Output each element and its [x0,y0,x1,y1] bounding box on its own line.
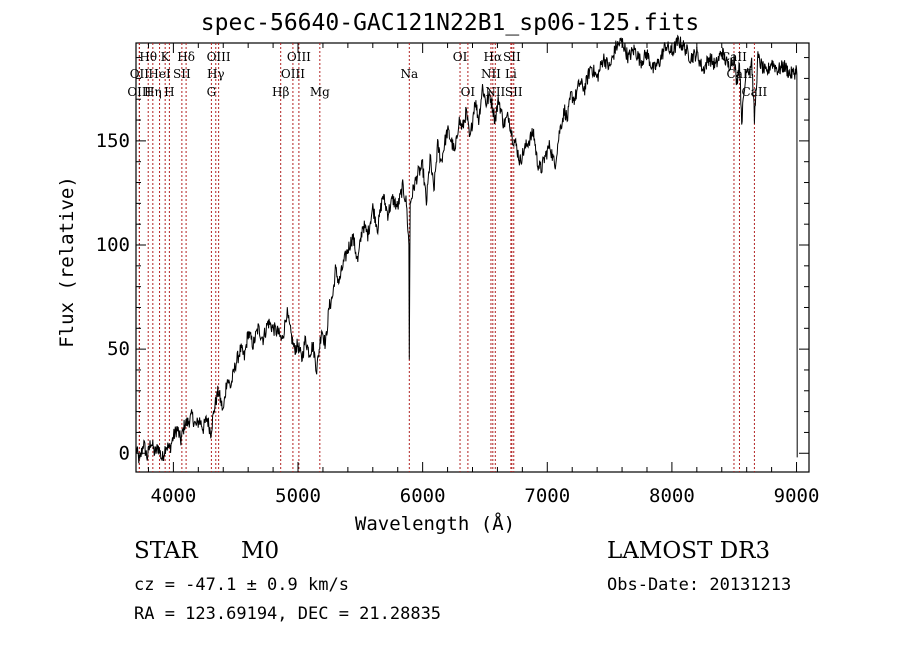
line-label-23: Li [505,67,517,81]
line-label-2: OIII [127,85,151,99]
line-label-14: Hβ [272,85,289,99]
x-axis-label: Wavelength (Å) [355,512,515,535]
x-tick-label: 4000 [151,485,197,507]
line-label-21: NII [485,85,505,99]
line-label-18: OI [461,85,476,99]
line-label-6: Hδ [177,50,195,64]
line-label-3: K [161,50,171,64]
y-axis-label: Flux (relative) [56,176,78,348]
line-label-10: Hγ [207,67,225,81]
obs-date: Obs-Date: 20131213 [607,575,792,595]
line-labels: Hθ OII OIII K HeI Hη Hδ SII H OIII Hγ G OIII OIII Hβ Mg… [127,50,767,99]
line-label-13: OIII [281,67,305,81]
line-label-8: H [164,85,174,99]
y-tick-label: 0 [119,442,130,464]
chart-title: spec-56640-GAC121N22B1_sp06-125.fits [200,10,700,36]
x-tick-label: 5000 [275,485,321,507]
line-label-25: CaII [721,50,747,64]
survey-name: LAMOST DR3 [607,538,771,564]
spectrum-series [135,34,798,464]
line-label-11: G [207,85,217,99]
line-label-20: NII [481,67,501,81]
line-label-19: Hα [484,50,503,64]
y-tick-label: 150 [96,130,130,152]
line-label-4: HeI [148,67,171,81]
line-label-26: CaII [727,67,753,81]
line-label-0: Hθ [139,50,157,64]
line-label-22: SII [503,50,521,64]
object-class: STAR [134,538,198,564]
y-tick-label: 100 [96,234,130,256]
line-label-17: OI [453,50,468,64]
line-label-15: Mg [310,85,330,99]
line-label-27: CaII [741,85,767,99]
x-tick-label: 6000 [400,485,446,507]
line-label-1: OII [130,67,150,81]
line-label-5: Hη [144,85,162,99]
redshift-readout: cz = -47.1 ± 0.9 km/s [134,575,349,595]
coordinates: RA = 123.69194, DEC = 21.28835 [134,604,442,624]
line-markers [138,43,755,472]
line-label-12: OIII [287,50,311,64]
x-tick-label: 7000 [524,485,570,507]
line-label-24: SII [505,85,523,99]
line-label-9: OIII [207,50,231,64]
line-label-7: SII [173,67,191,81]
line-label-16: Na [400,67,418,81]
y-tick-label: 50 [107,338,130,360]
axis-ticks: 4000 5000 6000 7000 8000 9000 0 50 100 150 [96,43,820,507]
object-subclass: M0 [241,538,280,564]
plot-frame [135,42,810,473]
spectrum-line [135,34,798,464]
x-tick-label: 9000 [774,485,820,507]
x-tick-label: 8000 [649,485,695,507]
